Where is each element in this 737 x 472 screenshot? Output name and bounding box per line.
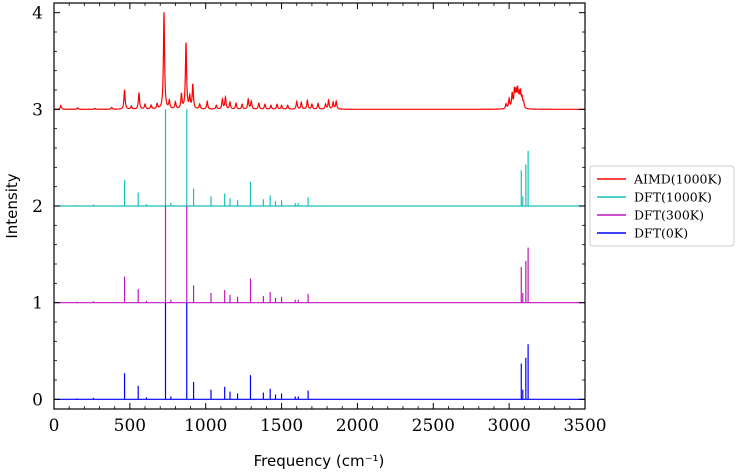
series-dft-0k	[54, 302, 585, 400]
y-tick-label: 0	[32, 390, 43, 410]
series-line	[54, 12, 585, 110]
y-axis-title: Intensity	[3, 173, 21, 238]
legend-label: DFT(1000K)	[634, 190, 712, 205]
series-dft-1000k	[54, 109, 585, 207]
series-aimd-1000k	[54, 12, 585, 110]
x-tick-label: 3000	[488, 416, 531, 436]
series-layer	[54, 12, 585, 400]
x-tick-label: 1500	[260, 416, 303, 436]
legend-label: DFT(300K)	[634, 208, 704, 223]
x-tick-label: 2000	[336, 416, 379, 436]
legend-label: AIMD(1000K)	[633, 172, 722, 187]
y-tick-label: 4	[32, 4, 43, 24]
series-dft-300k	[54, 206, 585, 304]
axis-ticks: 0 500 1000 1500 2000 2500 3000 3500 0 1 2 3 4	[32, 3, 607, 436]
x-tick-label: 500	[114, 416, 146, 436]
y-tick-label: 3	[32, 100, 43, 120]
legend-entry-dft-0k: DFT(0K)	[597, 226, 688, 241]
x-tick-label: 1000	[184, 416, 227, 436]
x-tick-label: 3500	[563, 416, 606, 436]
x-tick-label: 0	[49, 416, 60, 436]
legend-frame	[589, 165, 735, 247]
legend-label: DFT(0K)	[634, 226, 688, 241]
y-tick-label: 2	[32, 197, 43, 217]
x-axis-title: Frequency (cm⁻¹)	[254, 452, 385, 470]
y-tick-label: 1	[32, 294, 43, 314]
legend-entry-dft-300k: DFT(300K)	[597, 208, 704, 223]
legend-entry-aimd-1000k: AIMD(1000K)	[597, 172, 722, 187]
x-tick-label: 2500	[412, 416, 455, 436]
legend-entry-dft-1000k: DFT(1000K)	[597, 190, 712, 205]
legend: AIMD(1000K) DFT(1000K) DFT(300K) DFT(0K)	[589, 165, 735, 247]
